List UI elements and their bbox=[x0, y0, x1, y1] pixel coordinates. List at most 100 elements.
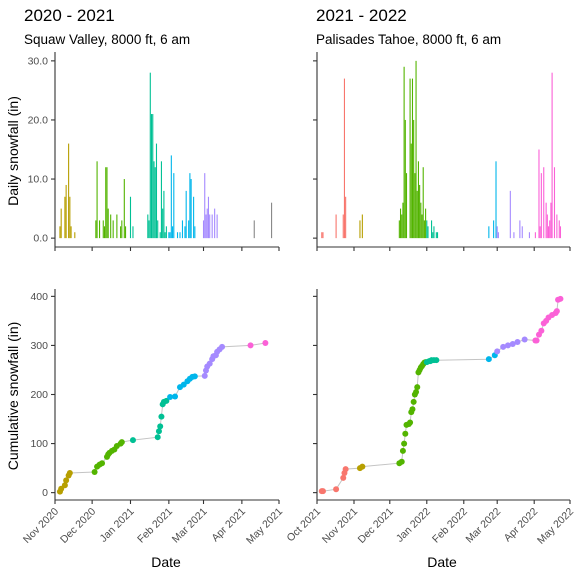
cumulative-point bbox=[118, 439, 125, 446]
cumulative-point bbox=[533, 337, 540, 344]
cumulative-point bbox=[401, 440, 408, 447]
cumulative-point bbox=[485, 356, 492, 363]
x-tick-label: Jan 2021 bbox=[98, 506, 137, 545]
snowfall-bar bbox=[398, 220, 400, 239]
snowfall-bar bbox=[147, 214, 149, 239]
snowfall-bar bbox=[105, 167, 107, 239]
cumulative-point bbox=[262, 339, 269, 346]
x-tick-label: Jan 2022 bbox=[394, 506, 433, 545]
snowfall-bar bbox=[164, 232, 166, 239]
snowfall-bar bbox=[149, 72, 151, 239]
y-tick-label: 30.0 bbox=[28, 55, 49, 67]
chart-panel-0: 0.0 10.0 20.0 30.0 bbox=[28, 52, 280, 251]
snowfall-bar bbox=[417, 161, 419, 239]
x-tick-label: Dec 2021 bbox=[356, 506, 396, 546]
snowfall-bar bbox=[190, 179, 192, 239]
snowfall-bar bbox=[160, 161, 162, 239]
snowfall-bar bbox=[321, 232, 323, 239]
x-tick-label: Nov 2021 bbox=[320, 506, 360, 546]
snowfall-bar bbox=[421, 214, 423, 239]
snowfall-bar bbox=[493, 220, 495, 239]
x-tick-label: Dec 2020 bbox=[58, 506, 98, 546]
cumulative-line bbox=[321, 298, 561, 492]
x-axis-label-left: Date bbox=[151, 554, 181, 570]
x-tick-label: May 2022 bbox=[535, 506, 576, 547]
snowfall-bar bbox=[169, 232, 171, 239]
snowfall-bar bbox=[425, 208, 427, 239]
snowfall-bar bbox=[413, 119, 415, 239]
snowfall-bar bbox=[168, 232, 170, 239]
snowfall-bar bbox=[335, 214, 337, 239]
snowfall-bar bbox=[124, 226, 127, 239]
cumulative-point bbox=[500, 343, 507, 350]
snowfall-bar bbox=[204, 173, 206, 239]
cumulative-point bbox=[167, 393, 174, 400]
snowfall-bar bbox=[359, 220, 361, 239]
snowfall-bar bbox=[107, 208, 109, 239]
cumulative-point bbox=[433, 357, 440, 364]
snowfall-bar bbox=[342, 214, 344, 239]
snowfall-bar bbox=[419, 184, 421, 239]
y-tick-label: 0 bbox=[42, 487, 48, 499]
panel-title-left: 2020 - 2021 bbox=[24, 6, 115, 25]
cumulative-point bbox=[409, 406, 416, 413]
cumulative-point bbox=[155, 428, 162, 435]
snowfall-bar bbox=[132, 226, 134, 239]
snowfall-bar bbox=[528, 232, 530, 239]
snowfall-bar bbox=[95, 220, 97, 239]
x-tick-label: Nov 2020 bbox=[21, 506, 61, 546]
snowfall-bar bbox=[116, 214, 118, 239]
cumulative-point bbox=[219, 343, 226, 350]
snowfall-bar bbox=[558, 220, 560, 239]
cumulative-point bbox=[63, 477, 70, 484]
snowfall-bar bbox=[497, 232, 499, 239]
y-tick-label: 20.0 bbox=[28, 114, 49, 126]
cumulative-point bbox=[342, 466, 349, 473]
y-axis-label-bottom: Cumulative snowfall (in) bbox=[5, 322, 21, 471]
cumulative-point bbox=[504, 342, 511, 349]
cumulative-point bbox=[163, 397, 170, 404]
snowfall-bar bbox=[271, 202, 273, 239]
snowfall-bar bbox=[423, 220, 425, 239]
snowfall-bar bbox=[322, 232, 324, 239]
snowfall-bar bbox=[488, 226, 490, 239]
cumulative-point bbox=[402, 430, 409, 437]
cumulative-point bbox=[157, 423, 164, 430]
x-tick-label: May 2021 bbox=[244, 506, 285, 547]
snowfall-bar bbox=[414, 173, 416, 239]
snowfall-bar bbox=[345, 196, 347, 239]
cumulative-point bbox=[514, 338, 521, 345]
snowfall-bar bbox=[402, 202, 404, 239]
cumulative-point bbox=[509, 340, 516, 347]
snowfall-bar bbox=[559, 226, 562, 239]
snowfall-bar bbox=[59, 226, 61, 239]
cumulative-point bbox=[201, 372, 208, 379]
snowfall-bar bbox=[547, 226, 550, 239]
cumulative-point bbox=[340, 474, 347, 481]
x-tick-label: Feb 2021 bbox=[135, 506, 175, 546]
snowfall-bar bbox=[64, 196, 66, 239]
snowfall-bar bbox=[495, 161, 497, 239]
snowfall-bar bbox=[401, 214, 403, 239]
snowfall-bar bbox=[176, 232, 179, 239]
snowfall-bar bbox=[416, 190, 418, 239]
x-tick-label: Oct 2021 bbox=[284, 506, 323, 545]
snowfall-bar bbox=[207, 196, 210, 239]
y-tick-label: 400 bbox=[30, 291, 48, 303]
snowfall-bar bbox=[415, 60, 417, 239]
snowfall-bar bbox=[194, 226, 196, 239]
y-tick-label: 0.0 bbox=[33, 233, 48, 245]
x-tick-label: Feb 2022 bbox=[430, 506, 470, 546]
snowfall-bar bbox=[411, 78, 414, 239]
snowfall-bar bbox=[163, 190, 165, 239]
snowfall-bar bbox=[539, 226, 541, 239]
panel-subtitle-right: Palisades Tahoe, 8000 ft, 6 am bbox=[316, 32, 501, 47]
snowfall-bar bbox=[556, 214, 558, 239]
snowfall-bar bbox=[427, 226, 429, 239]
snowfall-bar bbox=[431, 220, 433, 239]
snowfall-bar bbox=[170, 155, 172, 239]
snowfall-bar bbox=[253, 220, 255, 239]
cumulative-point bbox=[247, 342, 254, 349]
